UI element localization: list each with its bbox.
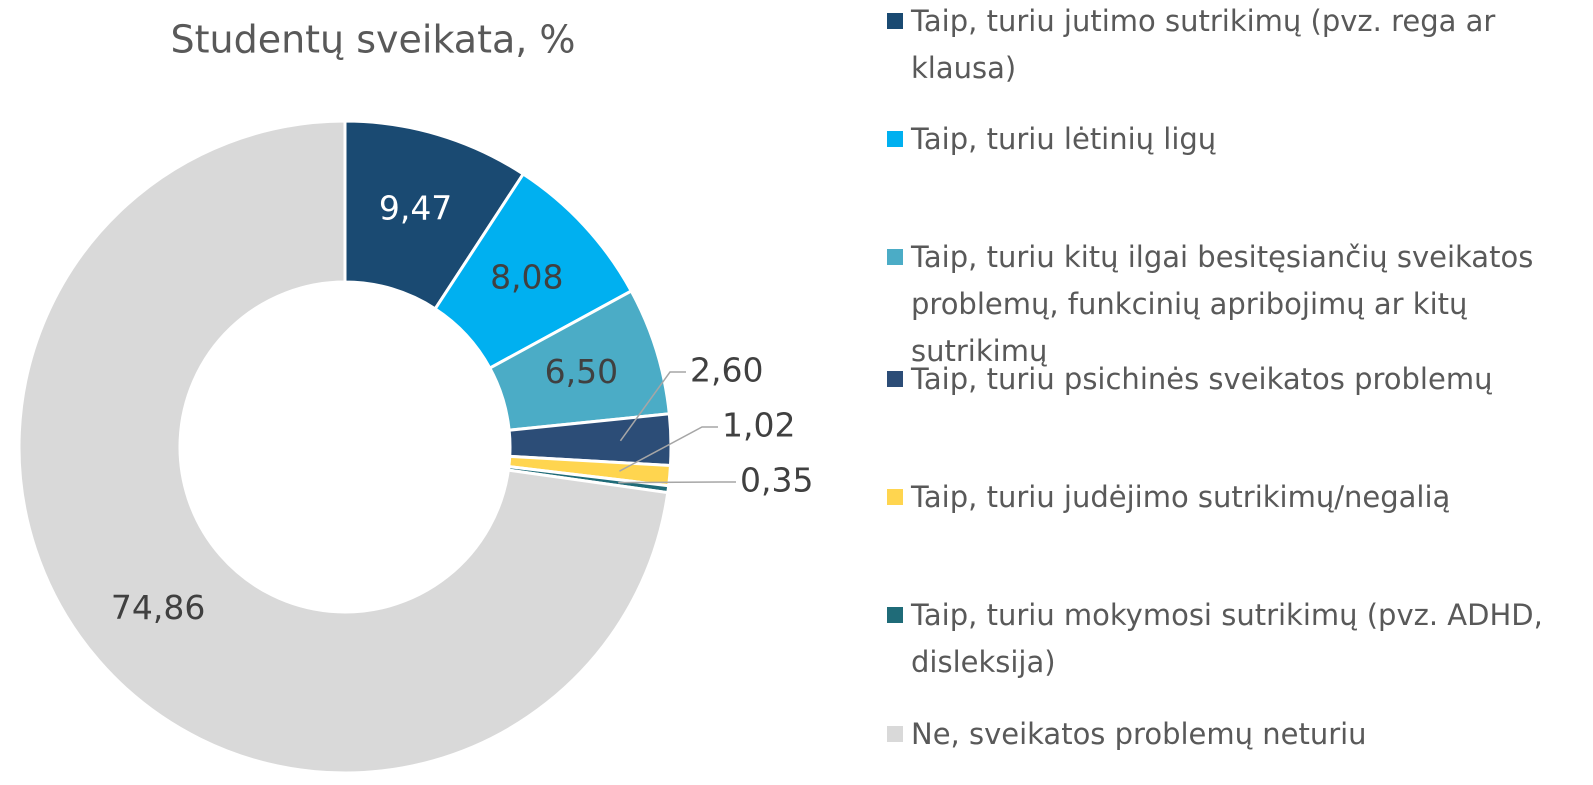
legend-item: Taip, turiu lėtinių ligų <box>887 116 1567 163</box>
legend-label: Taip, turiu mokymosi sutrikimų (pvz. ADH… <box>911 598 1543 679</box>
legend-item: Taip, turiu judėjimo sutrikimų/negalią <box>887 474 1567 521</box>
leader-line <box>618 481 736 484</box>
legend-item: Taip, turiu psichinės sveikatos problemų <box>887 356 1567 403</box>
legend-swatch <box>887 131 903 147</box>
legend-swatch <box>887 607 903 623</box>
legend-item: Taip, turiu kitų ilgai besitęsiančių sve… <box>887 234 1567 375</box>
legend-swatch <box>887 371 903 387</box>
legend-label: Ne, sveikatos problemų neturiu <box>911 717 1367 751</box>
legend-label: Taip, turiu jutimo sutrikimų (pvz. rega … <box>911 4 1496 85</box>
legend-label: Taip, turiu kitų ilgai besitęsiančių sve… <box>911 240 1534 368</box>
data-label: 9,47 <box>379 188 452 227</box>
legend-swatch <box>887 489 903 505</box>
slice <box>17 119 670 775</box>
legend-item: Ne, sveikatos problemų neturiu <box>887 711 1567 758</box>
legend-label: Taip, turiu psichinės sveikatos problemų <box>911 362 1493 396</box>
data-label: 74,86 <box>111 588 205 627</box>
legend-swatch <box>887 249 903 265</box>
data-label: 6,50 <box>545 352 618 391</box>
data-label: 2,60 <box>690 351 763 390</box>
legend-label: Taip, turiu judėjimo sutrikimų/negalią <box>911 480 1451 514</box>
legend-swatch <box>887 726 903 742</box>
data-label: 8,08 <box>490 258 563 297</box>
leader-line <box>619 371 686 442</box>
legend-label: Taip, turiu lėtinių ligų <box>911 122 1217 156</box>
chart-title: Studentų sveikata, % <box>170 18 575 62</box>
legend-item: Taip, turiu jutimo sutrikimų (pvz. rega … <box>887 0 1567 92</box>
legend-item: Taip, turiu mokymosi sutrikimų (pvz. ADH… <box>887 592 1567 686</box>
data-label: 0,35 <box>740 461 813 500</box>
data-label: 1,02 <box>722 406 795 445</box>
leader-line <box>619 426 718 472</box>
legend-swatch <box>887 13 903 29</box>
